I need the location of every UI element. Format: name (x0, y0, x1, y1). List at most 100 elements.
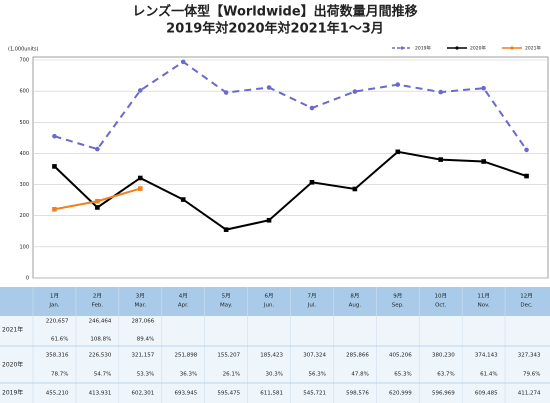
point (438, 157, 444, 162)
point (352, 186, 358, 192)
table-value: 411,274 (518, 391, 541, 397)
point (52, 133, 57, 139)
table-value: 374,143 (475, 353, 498, 359)
table-value: 405,206 (389, 353, 412, 359)
table-month: 8月 (350, 293, 359, 300)
table-row-label: 2019年 (2, 389, 23, 397)
point (52, 164, 57, 169)
table-month: 11月 (477, 293, 490, 300)
point (95, 198, 100, 204)
table-ratio: 56.3% (308, 372, 325, 378)
table-ratio: 108.8% (90, 337, 111, 343)
table-month: 10月 (434, 293, 447, 300)
table-value: 246,464 (89, 319, 112, 325)
point (180, 59, 186, 65)
table-ratio: 89.4% (137, 337, 154, 343)
point (352, 89, 358, 94)
point (52, 206, 57, 212)
table-ratio: 30.3% (266, 372, 283, 378)
table-value: 598,576 (346, 391, 369, 397)
table-month: 1月 (50, 293, 59, 300)
table-month: 2月 (93, 293, 102, 300)
point (395, 149, 401, 155)
table-value: 185,423 (260, 353, 283, 359)
point (137, 186, 143, 191)
y-tick-label: 300 (19, 182, 29, 188)
plot-frame (32, 56, 549, 279)
table-value: 321,157 (132, 353, 155, 359)
table-month: 5月 (222, 293, 231, 300)
table-value: 545,721 (303, 391, 326, 397)
point (438, 89, 444, 95)
y-tick-label: 700 (19, 58, 29, 64)
table-value: 596,969 (432, 391, 455, 397)
table-value: 455,210 (46, 391, 69, 397)
y-tick-label: 100 (19, 244, 29, 250)
table-ratio: 54.7% (94, 372, 111, 378)
point (481, 159, 486, 164)
table-value: 693,945 (174, 391, 197, 397)
table-month: 3月 (136, 293, 145, 300)
table-value: 226,530 (89, 353, 112, 359)
table-value: 220,657 (46, 319, 69, 325)
table-month-en: Feb. (92, 303, 104, 309)
table-value: 285,866 (346, 353, 369, 359)
table-month-en: Jun. (263, 303, 275, 309)
table-month-en: Aug. (349, 303, 362, 309)
table-month: 4月 (179, 293, 188, 300)
y-unit-label: (1,000units) (8, 47, 39, 53)
table-ratio: 63.7% (437, 372, 454, 378)
table-month: 6月 (265, 293, 274, 300)
table-value: 327,343 (518, 353, 541, 359)
table-ratio: 26.1% (223, 372, 240, 378)
table-ratio: 53.3% (137, 372, 154, 378)
y-tick-label: 400 (19, 151, 29, 157)
table-value: 595,475 (217, 391, 240, 397)
series-line (53, 150, 527, 231)
point (137, 175, 143, 181)
table-ratio: 79.6% (523, 372, 540, 378)
table-ratio: 47.8% (351, 372, 368, 378)
table-value: 251,898 (174, 353, 197, 359)
point (524, 173, 529, 179)
table-value: 413,931 (89, 391, 112, 397)
table-row-label: 2021年 (2, 326, 23, 334)
point (95, 205, 100, 210)
point (309, 179, 315, 185)
point (95, 146, 100, 152)
chart-subtitle: 2019年対2020年対2021年1～3月 (166, 21, 384, 37)
table-ratio: 36.3% (180, 372, 197, 378)
table-value: 155,207 (217, 353, 240, 359)
table-value: 307,324 (303, 353, 326, 359)
point (223, 90, 229, 95)
table-month-en: Oct. (435, 303, 447, 309)
point (395, 82, 401, 87)
table-ratio: 65.3% (394, 372, 411, 378)
point (524, 147, 529, 153)
legend-label: 2021年 (525, 45, 541, 52)
table-month: 7月 (307, 293, 316, 300)
table-value: 611,581 (260, 391, 283, 397)
y-tick-label: 500 (19, 120, 29, 126)
table-header-bg (0, 287, 550, 316)
table-month-en: Apr. (178, 303, 189, 309)
table-value: 609,485 (475, 391, 498, 397)
y-tick-label: 600 (19, 89, 29, 95)
legend-marker (510, 46, 514, 50)
series-line (54, 60, 528, 151)
table-month-en: Jul. (307, 303, 317, 309)
table-row-label: 2020年 (2, 361, 23, 369)
table-month: 12月 (520, 293, 533, 300)
table-ratio: 78.7% (51, 372, 68, 378)
point (223, 227, 229, 232)
legend-marker (455, 46, 459, 50)
table-value: 620,999 (389, 391, 412, 397)
table-ratio: 61.6% (51, 337, 68, 343)
point (137, 88, 143, 93)
point (481, 85, 486, 91)
table-value: 380,230 (432, 353, 455, 359)
table-month-en: Dec. (520, 303, 533, 309)
chart-title: レンズ一体型【Worldwide】出荷数量月間推移 (132, 4, 417, 20)
legend-label: 2019年 (415, 45, 431, 52)
